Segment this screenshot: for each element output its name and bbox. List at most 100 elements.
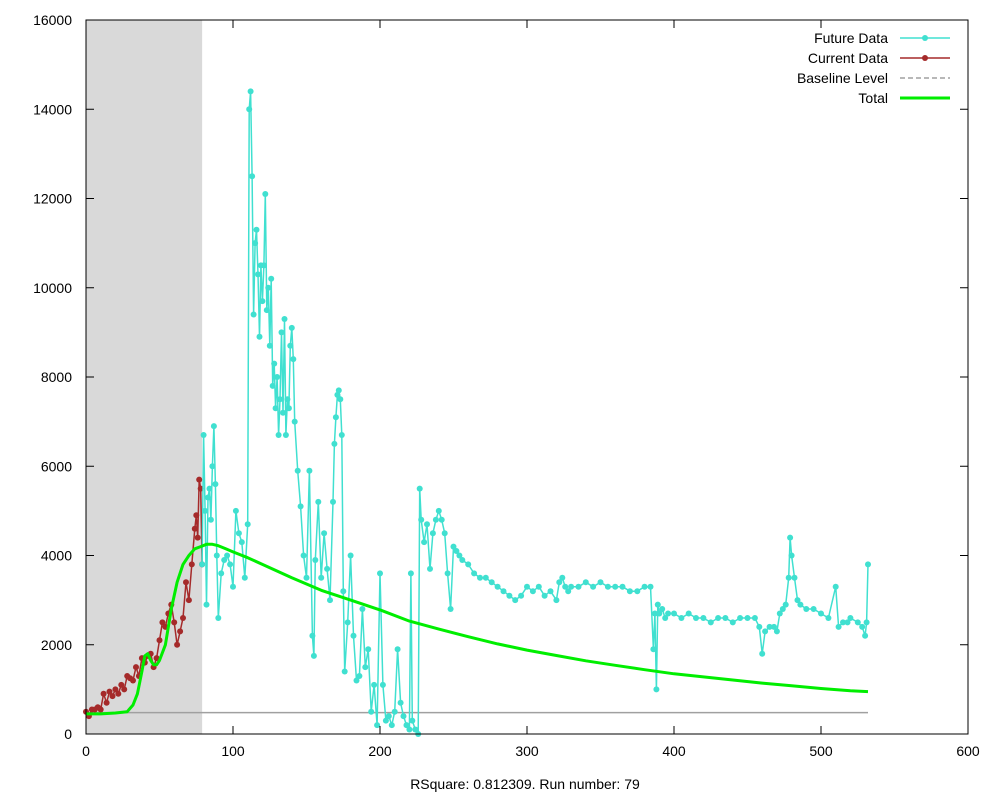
data-point-future [278,329,285,336]
data-point-future [729,619,736,626]
data-point-future [562,583,569,590]
data-point-future [397,699,404,706]
data-point-future [272,405,279,412]
data-point-future [340,588,347,595]
data-point-future [547,588,554,595]
data-point-future [450,543,457,550]
data-point-future [206,485,213,492]
data-point-future [250,311,257,318]
data-point-future [766,623,773,630]
plot-background [86,20,203,734]
data-point-future [424,521,430,528]
data-point-future [582,579,589,586]
data-point-future [315,498,322,505]
data-point-future [671,610,677,617]
data-point-current [197,485,204,492]
data-point-future [737,615,744,621]
data-point-future [400,713,407,720]
data-point-current [196,476,203,483]
data-point-current [109,693,116,700]
data-point-future [199,561,206,568]
data-point-future [832,583,839,590]
data-point-future [771,623,777,630]
data-point-future [377,570,383,577]
data-point-future [412,726,419,733]
data-point-future [212,481,219,488]
data-point-future [344,619,351,626]
y-tick-label: 12000 [33,191,72,207]
data-point-current [103,699,110,706]
data-point-future [253,226,260,233]
y-tick-label: 14000 [33,101,72,117]
data-point-future [794,597,801,604]
data-point-future [202,507,209,514]
data-point-future [556,579,563,586]
data-point-future [840,619,846,626]
data-point-current [121,686,128,693]
data-point-future [619,583,626,590]
data-point-future [269,382,276,389]
data-point-future [232,507,239,514]
data-point-future [210,423,217,430]
data-point-future [506,592,513,599]
axes: 0 100 200 300 400 500 600020004000600080001000… [33,12,980,759]
data-point-future [297,503,304,510]
data-point-future [568,583,575,590]
y-tick-label: 10000 [33,280,72,296]
x-tick-label: 100 [221,743,245,759]
data-point-future [835,623,842,630]
data-point-future [612,583,619,590]
data-point-current [106,688,113,695]
data-point-future [259,298,266,305]
x-tick-label: 0 [82,743,90,759]
data-point-future [362,664,369,671]
data-point-future [331,440,338,447]
data-point-future [597,579,604,586]
data-point-future [429,530,436,537]
data-point-future [791,574,798,581]
legend-label-current: Current Data [808,50,888,66]
data-point-future [797,601,804,608]
data-point-future [494,583,501,590]
data-point-future [715,615,722,621]
data-point-future [260,262,267,269]
data-point-future [575,583,582,590]
data-point-future [207,516,214,523]
data-point-future [403,722,410,729]
data-point-future [407,570,414,577]
data-point-future [665,610,672,617]
data-point-future [854,619,861,626]
data-point-future [803,606,810,612]
data-point-future [435,507,442,514]
data-point-future [290,356,297,363]
data-point-future [287,342,294,349]
data-point-future [788,552,795,559]
data-point-future [209,463,216,470]
data-point-future [641,583,648,590]
data-point-future [444,570,451,577]
data-point-future [263,307,270,314]
data-point-future [416,485,423,492]
chart-caption: RSquare: 0.812309. Run number: 79 [410,776,640,792]
data-point-future [782,601,789,608]
data-point-future [247,88,254,95]
data-point-future [235,530,242,537]
data-point-future [252,240,259,247]
data-point-future [394,646,401,653]
data-point-future [353,677,360,684]
data-point-current [153,655,160,662]
data-point-future [604,583,611,590]
data-point-future [406,726,413,733]
data-point-future [291,418,298,425]
data-point-future [441,530,448,537]
data-point-future [338,432,345,438]
data-point-current [174,641,181,648]
data-point-future [203,601,210,608]
data-point-future [653,686,660,693]
data-point-future [330,498,336,505]
data-point-future [762,628,769,635]
series-total [86,542,869,716]
data-point-future [553,597,560,604]
y-tick-label: 2000 [41,637,72,653]
data-point-future [284,396,291,403]
